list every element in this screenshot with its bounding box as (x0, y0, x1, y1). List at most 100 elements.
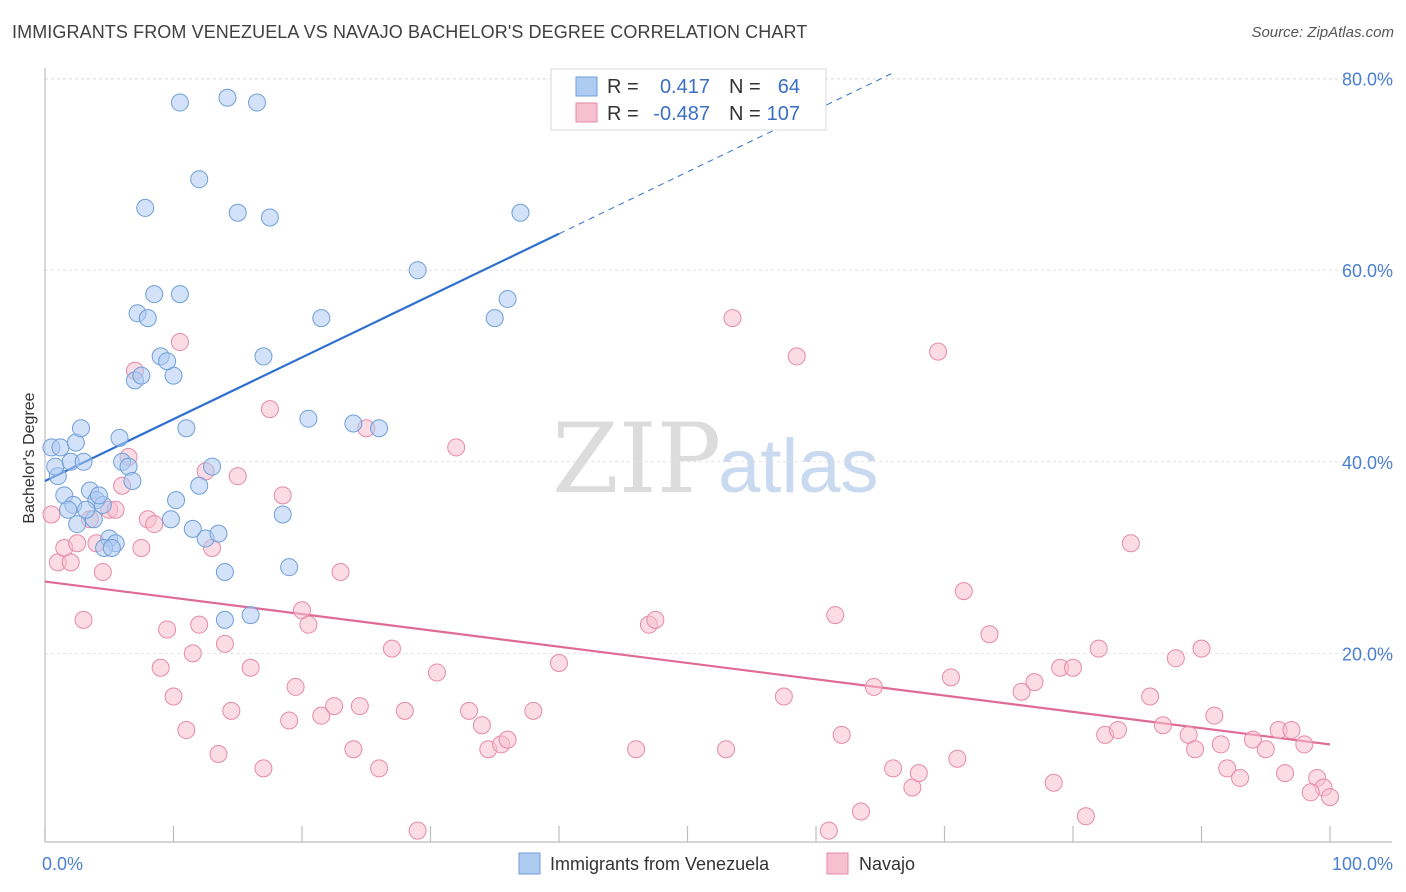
point-navajo (164, 687, 183, 706)
point-navajo (646, 610, 665, 629)
data-points (42, 88, 1339, 840)
point-navajo (183, 644, 202, 663)
legend-r-label-2: R = (607, 103, 639, 125)
y-tick-label: 40.0% (1342, 453, 1393, 473)
watermark-zip: ZIP (552, 403, 721, 515)
point-navajo (68, 534, 87, 553)
point-venezuela (498, 289, 517, 308)
point-navajo (331, 562, 350, 581)
trend-line-venezuela (44, 232, 560, 482)
point-venezuela (89, 486, 108, 505)
point-navajo (1044, 773, 1063, 792)
point-navajo (851, 802, 870, 821)
legend-r-value-2: -0.487 (653, 103, 710, 125)
trend-line-venezuela-extension (558, 72, 894, 235)
point-venezuela (161, 510, 180, 529)
point-navajo (1321, 788, 1339, 807)
correlation-legend: R = 0.417 N = 64 R = -0.487 N = 107 (550, 68, 827, 131)
y-tick-label: 60.0% (1342, 261, 1393, 281)
point-navajo (1295, 735, 1314, 754)
point-venezuela (170, 285, 189, 304)
point-navajo (819, 821, 838, 840)
legend-n-label-2: N = (729, 103, 761, 125)
point-navajo (1141, 687, 1160, 706)
point-navajo (408, 821, 427, 840)
point-navajo (215, 634, 234, 653)
point-venezuela (145, 285, 164, 304)
point-navajo (370, 759, 389, 778)
point-navajo (1256, 740, 1275, 759)
point-navajo (1276, 764, 1295, 783)
point-navajo (1231, 768, 1250, 787)
point-venezuela (167, 491, 186, 510)
point-navajo (260, 400, 279, 419)
point-navajo (929, 342, 948, 361)
point-navajo (498, 730, 517, 749)
point-navajo (395, 701, 414, 720)
point-navajo (1301, 783, 1320, 802)
point-navajo (1166, 649, 1185, 668)
point-navajo (460, 701, 479, 720)
point-venezuela (51, 438, 70, 457)
point-navajo (1121, 534, 1140, 553)
point-venezuela (102, 539, 121, 558)
y-axis-label: Bachelor's Degree (21, 392, 38, 523)
point-navajo (787, 347, 806, 366)
point-venezuela (370, 419, 389, 438)
point-venezuela (46, 457, 65, 476)
point-navajo (1218, 759, 1237, 778)
point-navajo (954, 582, 973, 601)
point-navajo (447, 438, 466, 457)
point-venezuela (177, 419, 196, 438)
x-tick-labels: 0.0% 100.0% (42, 854, 1393, 874)
point-venezuela (344, 414, 363, 433)
legend-swatch-pink (575, 102, 598, 123)
point-venezuela (71, 419, 90, 438)
point-navajo (344, 740, 363, 759)
point-navajo (170, 333, 189, 352)
point-venezuela (190, 476, 209, 495)
legend-label-venezuela: Immigrants from Venezuela (550, 854, 770, 874)
point-venezuela (312, 309, 331, 328)
point-navajo (273, 486, 292, 505)
point-navajo (826, 606, 845, 625)
point-navajo (190, 615, 209, 634)
point-navajo (627, 740, 646, 759)
point-venezuela (241, 606, 260, 625)
point-navajo (723, 309, 742, 328)
point-venezuela (248, 93, 267, 112)
point-navajo (1012, 682, 1031, 701)
point-venezuela (215, 562, 234, 581)
trend-lines (44, 72, 1331, 746)
point-venezuela (59, 500, 78, 519)
point-navajo (299, 615, 318, 634)
y-tick-labels: 20.0% 40.0% 60.0% 80.0% (1342, 70, 1393, 665)
point-navajo (832, 725, 851, 744)
legend-swatch-blue (575, 76, 598, 97)
point-navajo (42, 505, 61, 524)
point-navajo (209, 744, 228, 763)
point-navajo (1205, 706, 1224, 725)
point-navajo (941, 668, 960, 687)
point-venezuela (158, 352, 177, 371)
point-navajo (717, 740, 736, 759)
point-venezuela (299, 409, 318, 428)
axes (44, 68, 1392, 843)
point-navajo (1089, 639, 1108, 658)
point-navajo (145, 515, 164, 534)
point-navajo (1064, 658, 1082, 677)
point-navajo (177, 721, 196, 740)
point-venezuela (123, 471, 142, 490)
y-tick-label: 20.0% (1342, 644, 1393, 664)
point-venezuela (218, 88, 237, 107)
legend-n-label-1: N = (729, 76, 761, 98)
point-navajo (382, 639, 401, 658)
point-navajo (1153, 716, 1172, 735)
point-navajo (884, 759, 903, 778)
trend-line-navajo (44, 580, 1331, 746)
point-navajo (280, 711, 299, 730)
point-navajo (228, 467, 247, 486)
legend-r-label-1: R = (607, 76, 639, 98)
point-venezuela (273, 505, 292, 524)
